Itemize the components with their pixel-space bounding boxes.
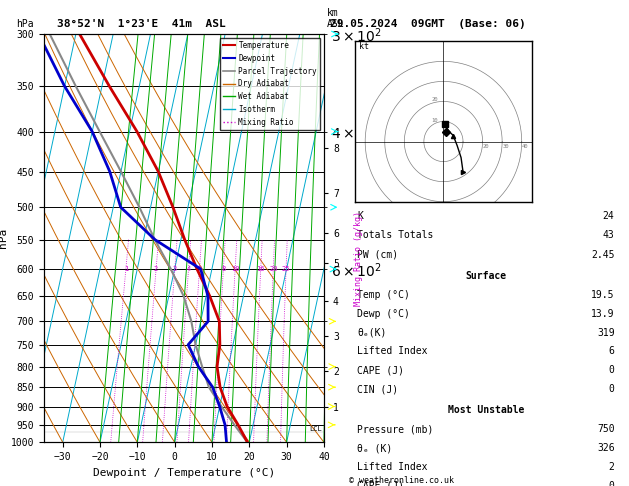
Text: 0: 0 [609, 384, 615, 394]
Text: 20: 20 [269, 266, 277, 272]
Text: Most Unstable: Most Unstable [448, 405, 524, 416]
Text: Mixing Ratio (g/kg): Mixing Ratio (g/kg) [354, 211, 363, 306]
Text: 2: 2 [154, 266, 159, 272]
Text: 29.05.2024  09GMT  (Base: 06): 29.05.2024 09GMT (Base: 06) [330, 19, 526, 29]
Text: 10: 10 [431, 118, 438, 122]
Text: 0: 0 [609, 365, 615, 375]
Text: 3: 3 [173, 266, 177, 272]
Text: θₑ(K): θₑ(K) [357, 328, 387, 338]
Text: 16: 16 [257, 266, 265, 272]
Text: kt: kt [359, 42, 369, 52]
Text: 2: 2 [609, 462, 615, 472]
Text: 19.5: 19.5 [591, 290, 615, 300]
Text: 5: 5 [198, 266, 202, 272]
Text: 1: 1 [124, 266, 128, 272]
Text: Pressure (mb): Pressure (mb) [357, 424, 433, 434]
Text: 20: 20 [482, 143, 489, 149]
Text: CIN (J): CIN (J) [357, 384, 398, 394]
Text: 13.9: 13.9 [591, 309, 615, 319]
Text: LCL: LCL [309, 426, 322, 432]
Text: 20: 20 [431, 98, 438, 103]
Y-axis label: hPa: hPa [0, 228, 8, 248]
X-axis label: Dewpoint / Temperature (°C): Dewpoint / Temperature (°C) [93, 468, 275, 478]
Text: 6: 6 [609, 347, 615, 357]
Text: 319: 319 [597, 328, 615, 338]
Text: 2.45: 2.45 [591, 250, 615, 260]
Text: 38°52'N  1°23'E  41m  ASL: 38°52'N 1°23'E 41m ASL [57, 19, 225, 29]
Text: 30: 30 [502, 143, 509, 149]
Text: Totals Totals: Totals Totals [357, 230, 433, 241]
Text: 750: 750 [597, 424, 615, 434]
Text: θₑ (K): θₑ (K) [357, 443, 392, 453]
Text: 24: 24 [603, 211, 615, 221]
Text: Dewp (°C): Dewp (°C) [357, 309, 410, 319]
Text: Lifted Index: Lifted Index [357, 347, 428, 357]
Text: km
ASL: km ASL [327, 8, 345, 29]
Text: © weatheronline.co.uk: © weatheronline.co.uk [349, 476, 454, 485]
Text: Lifted Index: Lifted Index [357, 462, 428, 472]
Text: 326: 326 [597, 443, 615, 453]
Text: 40: 40 [521, 143, 528, 149]
Legend: Temperature, Dewpoint, Parcel Trajectory, Dry Adiabat, Wet Adiabat, Isotherm, Mi: Temperature, Dewpoint, Parcel Trajectory… [220, 38, 320, 130]
Text: 4: 4 [186, 266, 191, 272]
Text: CAPE (J): CAPE (J) [357, 365, 404, 375]
Text: 43: 43 [603, 230, 615, 241]
Text: 0: 0 [609, 481, 615, 486]
Text: hPa: hPa [16, 19, 33, 29]
Text: 10: 10 [231, 266, 240, 272]
Text: CAPE (J): CAPE (J) [357, 481, 404, 486]
Text: PW (cm): PW (cm) [357, 250, 398, 260]
Text: 25: 25 [282, 266, 291, 272]
Text: Surface: Surface [465, 271, 506, 281]
Text: Temp (°C): Temp (°C) [357, 290, 410, 300]
Text: 8: 8 [221, 266, 226, 272]
Text: K: K [357, 211, 363, 221]
